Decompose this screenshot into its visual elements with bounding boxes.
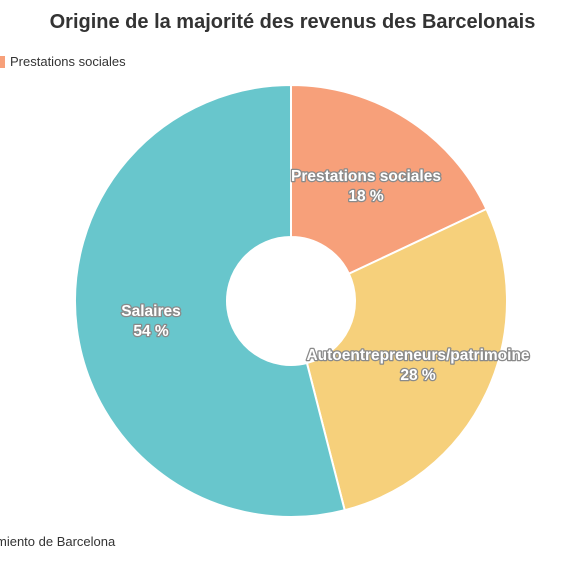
slice-autoentrepreneurs-patrimoine xyxy=(305,207,508,512)
slice-label: Autoentrepreneurs/patrimoine xyxy=(306,347,529,364)
slice-label: Salaires xyxy=(121,303,180,320)
legend-swatch xyxy=(0,55,5,68)
slice-label: Prestations sociales xyxy=(291,168,441,185)
legend-label: Prestations sociales xyxy=(10,54,126,69)
chart-title: Origine de la majorité des revenus des B… xyxy=(49,11,536,33)
source-note: miento de Barcelona xyxy=(0,534,116,549)
slice-value-label: 18 % xyxy=(348,188,384,205)
slice-value-label: 54 % xyxy=(133,323,169,340)
legend: Prestations sociales xyxy=(0,54,126,69)
slice-salaires xyxy=(74,83,346,518)
slice-prestations-sociales xyxy=(290,83,488,276)
slice-value-label: 28 % xyxy=(400,367,436,384)
